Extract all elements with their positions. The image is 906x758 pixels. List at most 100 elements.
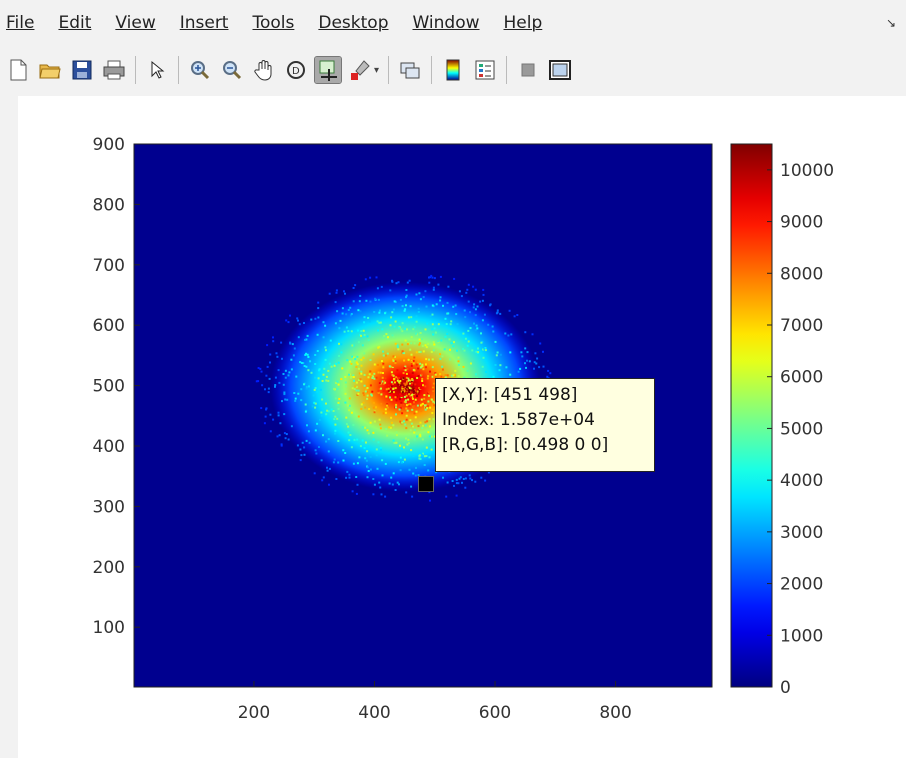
heatmap-pixel bbox=[378, 311, 381, 314]
heatmap-pixel bbox=[378, 382, 381, 385]
heatmap-pixel bbox=[368, 373, 371, 376]
heatmap-pixel bbox=[424, 424, 427, 427]
heatmap-pixel bbox=[391, 373, 394, 376]
heatmap-pixel bbox=[428, 394, 430, 397]
heatmap-pixel bbox=[404, 369, 407, 372]
heatmap-pixel bbox=[332, 410, 335, 412]
heatmap-pixel bbox=[410, 389, 413, 392]
heatmap-pixel bbox=[462, 478, 465, 480]
heatmap-pixel bbox=[290, 368, 293, 371]
heatmap-pixel bbox=[352, 356, 355, 359]
heatmap-pixel bbox=[390, 416, 393, 419]
heatmap-pixel bbox=[423, 394, 426, 397]
menu-edit[interactable]: Edit bbox=[58, 13, 92, 33]
heatmap-pixel bbox=[382, 380, 385, 383]
heatmap-pixel bbox=[509, 351, 512, 354]
rotate-3d-icon[interactable]: D bbox=[283, 57, 309, 83]
open-file-icon[interactable] bbox=[37, 57, 63, 83]
heatmap-pixel bbox=[362, 392, 365, 395]
heatmap-pixel bbox=[336, 310, 339, 313]
select-arrow-icon[interactable] bbox=[144, 57, 170, 83]
heatmap-pixel bbox=[294, 397, 297, 400]
menu-desktop[interactable]: Desktop bbox=[318, 13, 389, 33]
legend-icon[interactable] bbox=[472, 57, 498, 83]
heatmap-pixel bbox=[391, 280, 394, 283]
heatmap-pixel bbox=[467, 300, 470, 303]
heatmap-pixel bbox=[367, 317, 370, 319]
heatmap-pixel bbox=[363, 321, 366, 324]
heatmap-pixel bbox=[398, 382, 401, 384]
pan-hand-icon[interactable] bbox=[251, 57, 277, 83]
new-figure-icon[interactable] bbox=[5, 57, 31, 83]
heatmap-pixel bbox=[261, 384, 264, 387]
heatmap-pixel bbox=[361, 426, 364, 429]
heatmap-pixel bbox=[382, 350, 385, 353]
heatmap-pixel bbox=[474, 308, 477, 311]
zoom-in-icon[interactable] bbox=[187, 57, 213, 83]
datatip-marker[interactable] bbox=[418, 476, 434, 492]
colorbar-tick-label: 3000 bbox=[780, 523, 823, 543]
menu-file[interactable]: File bbox=[6, 13, 35, 33]
data-cursor-icon[interactable] bbox=[314, 56, 342, 84]
heatmap-pixel bbox=[393, 381, 396, 384]
heatmap-pixel bbox=[395, 376, 398, 379]
heatmap-pixel bbox=[313, 388, 316, 391]
brush-dropdown-icon[interactable]: ▾ bbox=[374, 64, 380, 76]
heatmap-pixel bbox=[424, 404, 426, 407]
heatmap-pixel bbox=[390, 381, 393, 384]
menu-insert[interactable]: Insert bbox=[179, 13, 229, 33]
heatmap-pixel bbox=[366, 476, 369, 479]
menu-help[interactable]: Help bbox=[503, 13, 543, 33]
heatmap-pixel bbox=[366, 397, 369, 400]
link-plot-icon[interactable] bbox=[397, 57, 423, 83]
heatmap-pixel bbox=[433, 404, 436, 407]
heatmap-pixel bbox=[416, 435, 418, 438]
heatmap-pixel bbox=[284, 376, 287, 379]
heatmap-pixel bbox=[277, 411, 280, 414]
heatmap-pixel bbox=[381, 360, 383, 363]
heatmap-pixel bbox=[404, 383, 407, 386]
heatmap-pixel bbox=[366, 394, 369, 397]
heatmap-pixel bbox=[403, 309, 406, 312]
heatmap-pixel bbox=[403, 458, 406, 461]
heatmap-pixel bbox=[283, 391, 286, 394]
heatmap-pixel bbox=[328, 362, 331, 365]
heatmap-pixel bbox=[480, 341, 483, 344]
heatmap-pixel bbox=[325, 413, 328, 416]
save-icon[interactable] bbox=[69, 57, 95, 83]
heatmap-pixel bbox=[296, 444, 299, 447]
heatmap-pixel bbox=[257, 367, 260, 369]
heatmap-pixel bbox=[377, 391, 380, 394]
heatmap-pixel bbox=[260, 407, 263, 410]
y-tick-label: 800 bbox=[93, 195, 125, 215]
heatmap-pixel bbox=[358, 379, 361, 381]
hide-plot-tools-icon[interactable] bbox=[515, 57, 541, 83]
heatmap-pixel bbox=[505, 366, 508, 369]
menu-window[interactable]: Window bbox=[412, 13, 480, 33]
heatmap-pixel bbox=[406, 328, 408, 331]
menubar-collapse-icon[interactable]: ↘ bbox=[885, 16, 896, 30]
heatmap-pixel bbox=[344, 452, 347, 454]
heatmap-pixel bbox=[334, 423, 337, 426]
brush-icon[interactable] bbox=[347, 57, 373, 83]
heatmap-pixel bbox=[370, 393, 373, 396]
heatmap-pixel bbox=[393, 442, 396, 444]
heatmap-pixel bbox=[358, 372, 361, 375]
menu-tools[interactable]: Tools bbox=[252, 13, 295, 33]
zoom-out-icon[interactable] bbox=[219, 57, 245, 83]
heatmap-pixel bbox=[339, 319, 342, 322]
heatmap-pixel bbox=[444, 335, 447, 338]
heatmap-pixel bbox=[411, 386, 414, 389]
heatmap-pixel bbox=[474, 329, 477, 332]
datatip[interactable]: [X,Y]: [451 498] Index: 1.587e+04 [R,G,B… bbox=[435, 378, 655, 472]
colorbar-icon[interactable] bbox=[440, 57, 466, 83]
heatmap-pixel bbox=[542, 350, 544, 353]
heatmap-pixel bbox=[401, 447, 404, 450]
heatmap-pixel bbox=[354, 358, 357, 361]
print-icon[interactable] bbox=[101, 57, 127, 83]
show-plot-tools-icon[interactable] bbox=[547, 57, 573, 83]
menu-view[interactable]: View bbox=[115, 13, 156, 33]
heatmap-pixel bbox=[397, 281, 400, 284]
heatmap-pixel bbox=[272, 340, 275, 343]
heatmap-pixel bbox=[341, 312, 344, 315]
